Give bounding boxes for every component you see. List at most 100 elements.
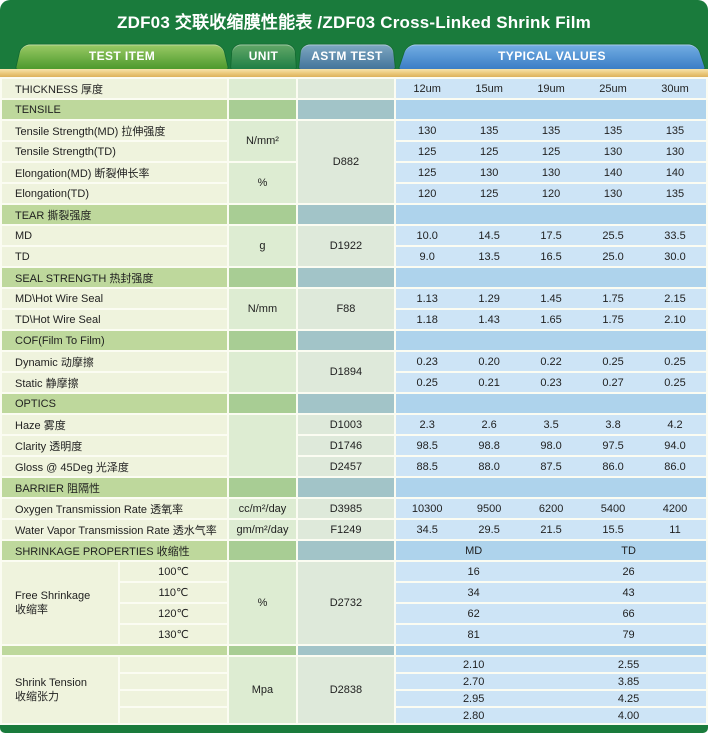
value: 3.8 [605, 418, 621, 431]
astm-cell [297, 394, 395, 413]
temperature-cell [119, 691, 228, 706]
values-cell: 2.80 4.00 [396, 708, 706, 723]
section-label-cell: OPTICS [2, 394, 228, 413]
astm-cell [297, 100, 395, 119]
unit-cell: N/mm [229, 289, 296, 329]
table-row: Free Shrinkage 收缩率 100℃% D2732 16 26 [2, 562, 706, 644]
temperature-cell: 110℃ [119, 583, 228, 602]
values-cell: 0.25 0.21 0.23 0.27 0.25 [396, 373, 706, 392]
header-underline-bar [0, 69, 708, 77]
test-item-cell: TD\Hot Wire Seal [2, 310, 228, 329]
values-cell: 2.70 3.85 [396, 674, 706, 689]
value: 87.5 [540, 460, 562, 473]
value: 88.0 [478, 460, 500, 473]
test-item-cell: Tensile Strength(MD) 拉伸强度 [2, 121, 228, 140]
value: 130 [603, 145, 623, 158]
value: 0.25 [664, 376, 686, 389]
value-group: 10300 9500 6200 5400 4200 [396, 499, 706, 518]
value: 135 [665, 124, 685, 137]
table-row: Tensile Strength(MD) 拉伸强度 N/mm² D882 130 135… [2, 121, 706, 203]
value-group: 125 130 130 140 140 [396, 163, 706, 182]
section-row: BARRIER 阻隔性 [2, 478, 706, 497]
section-label-cell: TEAR 撕裂强度 [2, 205, 228, 224]
value: 13.5 [478, 250, 500, 263]
section-row: TENSILE [2, 100, 706, 119]
values-cell: 34.5 29.5 21.5 15.5 11 [396, 520, 706, 539]
value: 130 [665, 145, 685, 158]
direction-value-group: 2.10 2.55 [396, 657, 706, 672]
value: 98.8 [478, 439, 500, 452]
value-group: 0.23 0.20 0.22 0.25 0.25 [396, 352, 706, 371]
page-title: ZDF03 交联收缩膜性能表 /ZDF03 Cross-Linked Shrin… [117, 13, 591, 32]
values-cell: 120 125 120 130 135 [396, 184, 706, 203]
value: 1.29 [478, 292, 500, 305]
direction-header-group: MD TD [396, 541, 706, 560]
test-item-cell: Elongation(MD) 断裂伸长率 [2, 163, 228, 182]
values-cell: 98.5 98.8 98.0 97.5 94.0 [396, 436, 706, 455]
value: 130 [479, 166, 499, 179]
unit-cell: % [229, 163, 296, 203]
section-row: OPTICS [2, 394, 706, 413]
values-cell: 1.18 1.43 1.65 1.75 2.10 [396, 310, 706, 329]
value: 1.75 [602, 292, 624, 305]
section-label-cell: COF(Film To Film) [2, 331, 228, 350]
direction-value: 2.10 [462, 658, 485, 671]
tab-test-item: TEST ITEM [16, 43, 228, 69]
values-cell: 1.13 1.29 1.45 1.75 2.15 [396, 289, 706, 308]
value: 25.0 [602, 250, 624, 263]
astm-cell [297, 541, 395, 560]
temperature-cell [119, 657, 228, 672]
test-item-cell: Gloss @ 45Deg 光泽度 [2, 457, 228, 476]
unit-cell: % [229, 562, 296, 644]
sheet-header: ZDF03 交联收缩膜性能表 /ZDF03 Cross-Linked Shrin… [0, 0, 708, 77]
direction-value-group: 16 26 [396, 562, 706, 581]
values-cell [396, 205, 706, 224]
value: 2.3 [419, 418, 435, 431]
direction-value: 2.95 [462, 692, 485, 705]
table-row: 110℃ 34 43 [2, 583, 706, 602]
values-cell: 12um 15um 19um 25um 30um [396, 79, 706, 98]
value: 135 [603, 124, 623, 137]
table-row: 2.70 3.85 [2, 674, 706, 689]
value: 5400 [600, 502, 626, 515]
values-cell: MD TD [396, 541, 706, 560]
value: 10.0 [416, 229, 438, 242]
value: 0.25 [416, 376, 438, 389]
test-item-cell: Dynamic 动摩擦 [2, 352, 228, 371]
values-cell: 2.95 4.25 [396, 691, 706, 706]
astm-cell: F1249 [297, 520, 395, 539]
test-item-group-cell: Free Shrinkage 收缩率 [2, 562, 118, 644]
astm-cell: D3985 [297, 499, 395, 518]
section-label-cell: SEAL STRENGTH 热封强度 [2, 268, 228, 287]
values-cell: 125 125 125 130 130 [396, 142, 706, 161]
direction-value-group: 2.70 3.85 [396, 674, 706, 689]
temperature-cell: 100℃ [119, 562, 228, 581]
unit-cell: Mpa [229, 657, 296, 723]
unit-cell [229, 331, 296, 350]
temperature-cell: 130℃ [119, 625, 228, 644]
value: 135 [479, 124, 499, 137]
value: 12um [413, 82, 441, 95]
value: 1.65 [540, 313, 562, 326]
value: 10300 [411, 502, 443, 515]
tab-unit-label: UNIT [248, 49, 279, 63]
value-group: 9.0 13.5 16.5 25.0 30.0 [396, 247, 706, 266]
value: 25um [599, 82, 627, 95]
value: 17.5 [540, 229, 562, 242]
value: 125 [479, 187, 499, 200]
section-label-cell [2, 646, 228, 655]
unit-cell [229, 268, 296, 287]
value: 125 [418, 145, 437, 158]
unit-cell: N/mm² [229, 121, 296, 161]
unit-cell [229, 541, 296, 560]
astm-cell [297, 205, 395, 224]
values-cell: 10.0 14.5 17.5 25.5 33.5 [396, 226, 706, 245]
table-row: Elongation(MD) 断裂伸长率% 125 130 130 140 140 [2, 163, 706, 203]
test-item-cell: Clarity 透明度 [2, 436, 228, 455]
table-row: Water Vapor Transmission Rate 透水气率 gm/m²/… [2, 520, 706, 539]
table-row: 2.95 4.25 [2, 691, 706, 706]
value: 11 [669, 523, 681, 536]
unit-cell [229, 646, 296, 655]
value: 6200 [538, 502, 564, 515]
